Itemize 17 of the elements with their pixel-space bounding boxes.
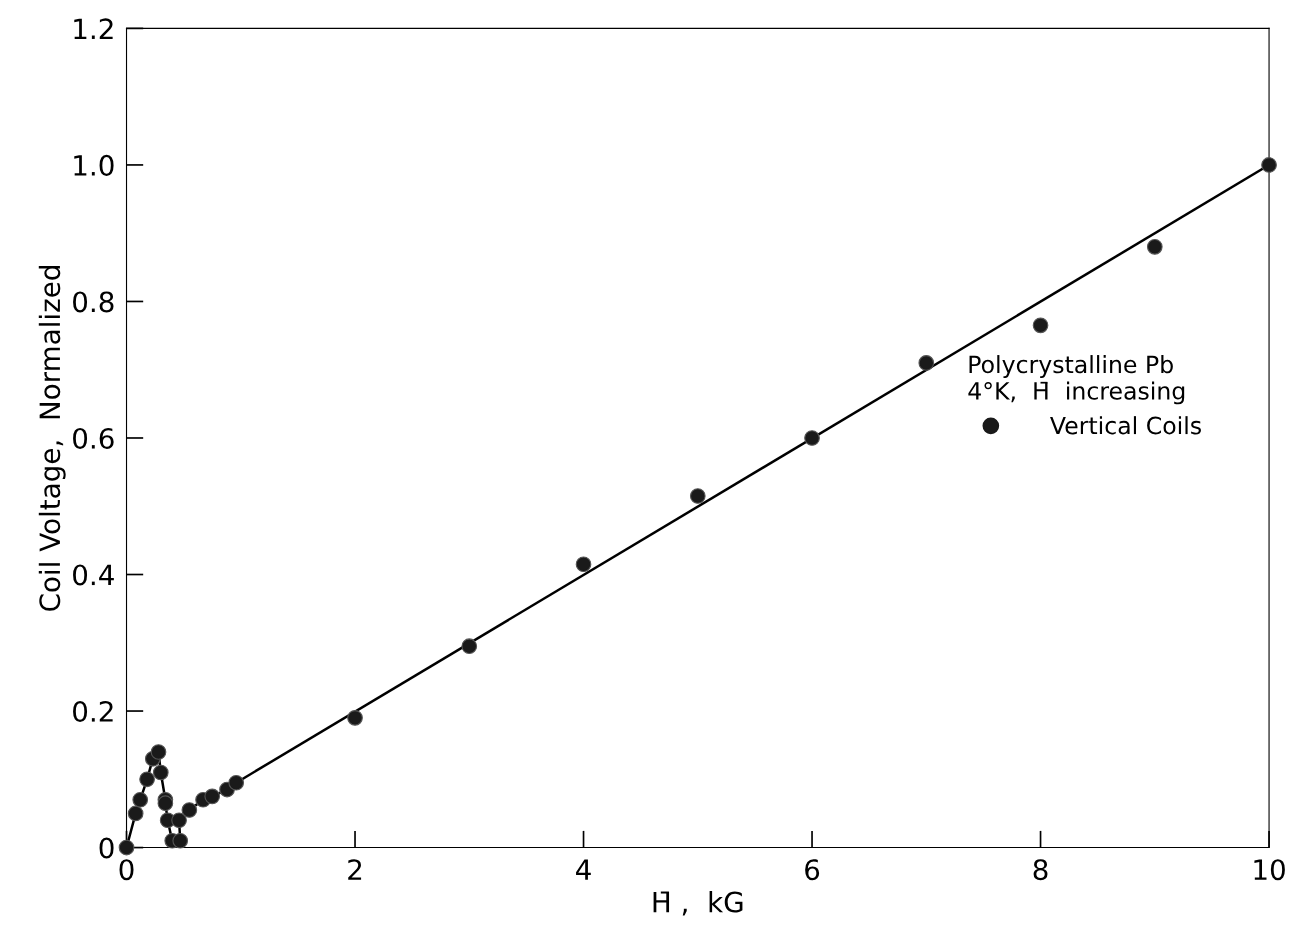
- y-tick-label: 0.8: [73, 291, 114, 313]
- y-axis-title: Coil Voltage, Normalized: [38, 266, 66, 611]
- x-tick-label: 6: [805, 859, 820, 881]
- x-tick-label: 8: [1033, 859, 1048, 881]
- y-tick-label: 0.4: [73, 564, 114, 586]
- y-tick-label: 0: [99, 837, 114, 859]
- x-axis-title: H̄ , kG: [653, 891, 743, 916]
- x-tick-label: 4: [576, 859, 591, 880]
- y-tick-label: 1.0: [74, 154, 114, 176]
- y-tick-label: 0.6: [73, 427, 114, 449]
- legend-title: Polycrystalline Pb 4°K, H̄ increasing: [968, 355, 1185, 405]
- x-tick-label: 2: [348, 859, 362, 880]
- x-tick-label: 10: [1254, 859, 1285, 881]
- y-tick-label: 1.2: [74, 18, 113, 39]
- legend-label: Vertical Coils: [1050, 416, 1201, 435]
- x-tick-label: 0: [119, 859, 134, 881]
- y-tick-label: 0.2: [73, 700, 113, 722]
